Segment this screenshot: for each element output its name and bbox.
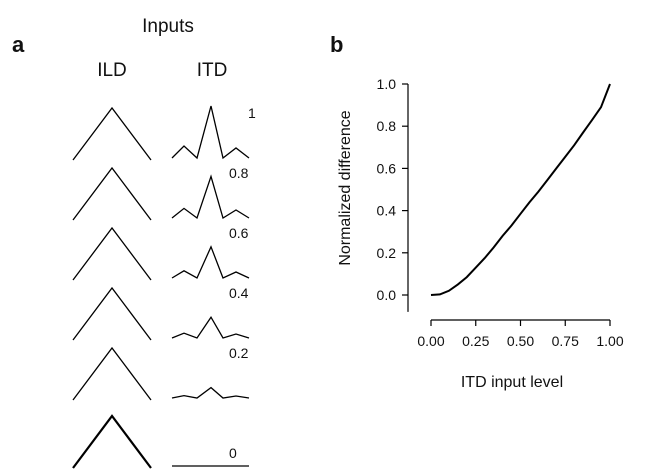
series-line — [430, 83, 611, 296]
x-tick-label: 0.25 — [462, 333, 489, 349]
y-tick-label: 0.6 — [377, 160, 397, 176]
itd-level-label: 0.8 — [229, 165, 249, 181]
x-tick-label: 0.75 — [552, 333, 579, 349]
x-tick-label: 1.00 — [596, 333, 623, 349]
x-tick-label: 0.00 — [417, 333, 444, 349]
panel-a: a Inputs ILD ITD 1 0.8 0.6 0.4 0.2 0 — [12, 16, 256, 469]
input-row: 0.2 — [72, 345, 250, 401]
inputs-heading: Inputs — [142, 16, 194, 37]
ild-triangle — [72, 414, 152, 469]
input-row: 1 — [72, 105, 256, 161]
x-tick-label: 0.50 — [507, 333, 534, 349]
ild-column-heading: ILD — [97, 60, 127, 81]
input-row: 0.6 — [72, 225, 250, 281]
chart-axes — [407, 84, 610, 321]
y-tick-label: 0.8 — [377, 118, 397, 134]
x-axis-label: ITD input level — [461, 374, 563, 391]
y-tick-label: 1.0 — [377, 76, 397, 92]
itd-trace — [171, 315, 250, 339]
itd-trace — [171, 386, 250, 399]
input-row: 0.4 — [72, 285, 250, 341]
itd-level-label: 1 — [248, 105, 256, 121]
ild-triangle — [72, 346, 152, 401]
itd-level-label: 0 — [229, 445, 237, 461]
y-ticks: 0.0 0.2 0.4 0.6 0.8 1.0 — [377, 76, 408, 303]
ild-triangle — [72, 166, 152, 221]
itd-column-heading: ITD — [197, 60, 228, 81]
input-row: 0.8 — [72, 165, 250, 221]
ild-triangle — [72, 286, 152, 341]
panel-b: b 0.0 0.2 0.4 0.6 0.8 1.0 0.00 0.25 0.50 0.75 1.0… — [330, 32, 624, 391]
itd-level-label: 0.6 — [229, 225, 249, 241]
ild-triangle — [72, 226, 152, 281]
y-tick-label: 0.4 — [377, 203, 397, 219]
panel-a-label: a — [12, 32, 25, 57]
itd-level-label: 0.2 — [229, 345, 249, 361]
itd-trace — [171, 245, 250, 279]
itd-trace — [171, 174, 250, 220]
input-rows: 1 0.8 0.6 0.4 0.2 0 — [72, 105, 256, 469]
itd-trace — [171, 105, 250, 160]
x-ticks: 0.00 0.25 0.50 0.75 1.00 — [417, 320, 624, 349]
itd-level-label: 0.4 — [229, 285, 249, 301]
y-tick-label: 0.0 — [377, 287, 397, 303]
ild-triangle — [72, 106, 152, 161]
y-axis-label: Normalized difference — [337, 110, 354, 265]
input-row: 0 — [72, 414, 249, 469]
panel-b-label: b — [330, 32, 343, 57]
y-tick-label: 0.2 — [377, 245, 397, 261]
